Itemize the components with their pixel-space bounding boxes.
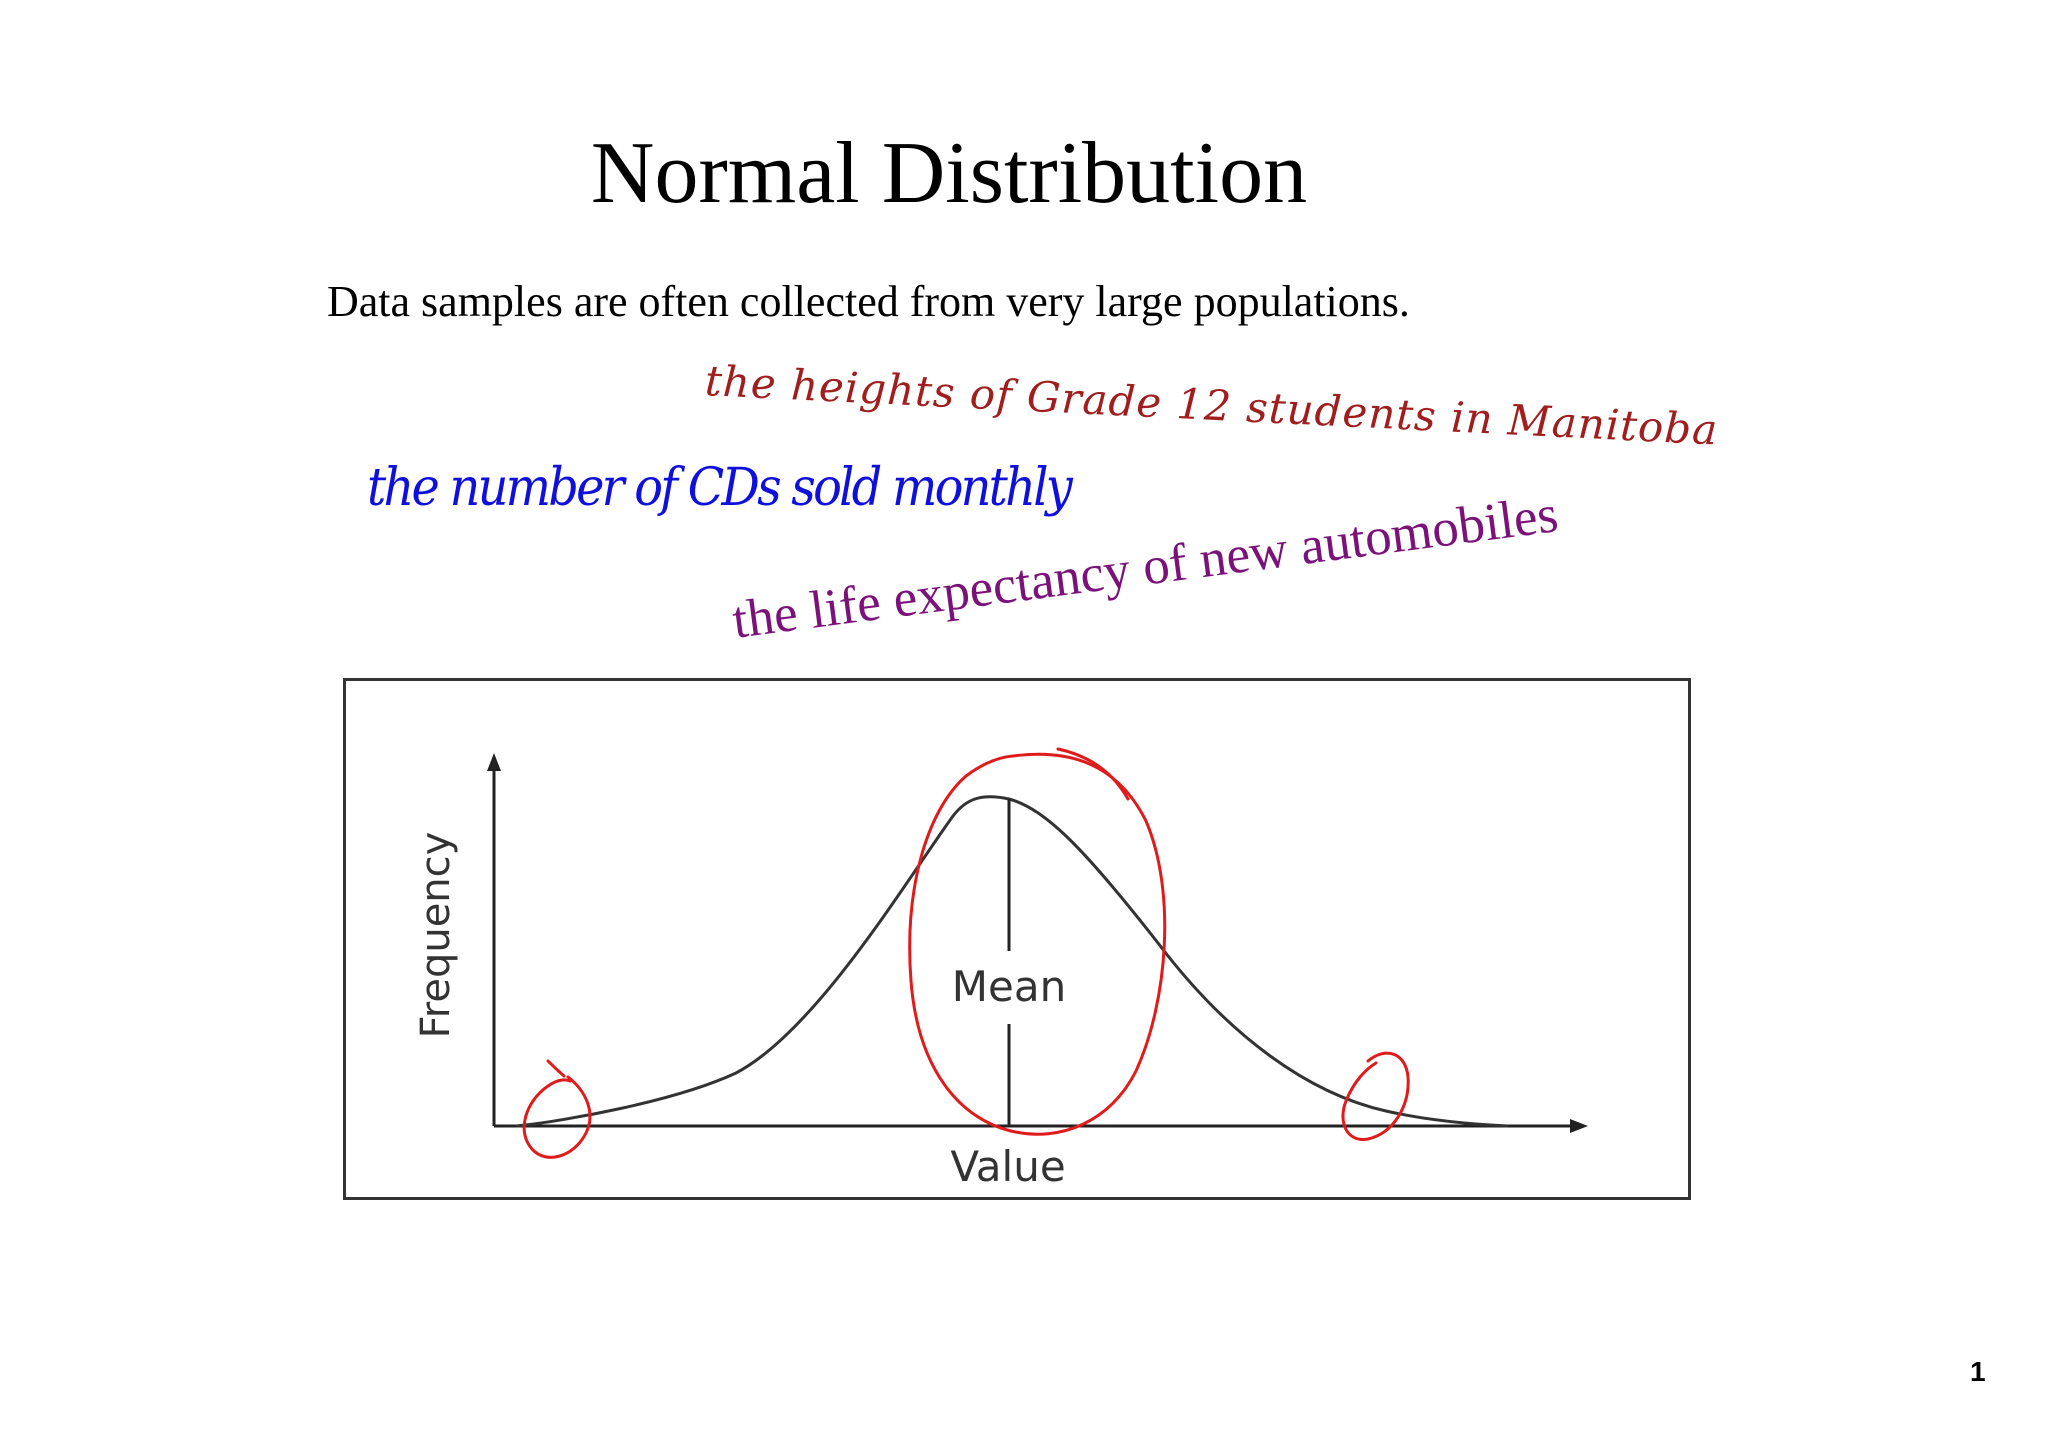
mean-circle — [908, 752, 1167, 1136]
mean-label: Mean — [952, 962, 1066, 1011]
bell-curve-diagram: Mean Value Frequency — [413, 747, 1588, 1191]
normal-distribution-figure: Mean Value Frequency — [343, 678, 1691, 1200]
annotation-heights: the heights of Grade 12 students in Mani… — [703, 356, 1720, 455]
handwritten-ink — [522, 747, 1410, 1159]
page-title: Normal Distribution — [590, 125, 1308, 222]
annotation-cds: the number of CDs sold monthly — [367, 458, 1073, 518]
left-tail-circle — [522, 1075, 592, 1159]
y-axis-arrow — [487, 753, 501, 771]
page-number: 1 — [1970, 1356, 1986, 1387]
right-tail-circle — [1341, 1051, 1410, 1141]
y-axis-label: Frequency — [413, 832, 459, 1039]
intro-text: Data samples are often collected from ve… — [327, 277, 1410, 326]
x-axis-arrow — [1570, 1119, 1588, 1133]
left-tail-circle-stroke — [546, 1059, 566, 1078]
mean-circle-tail — [1056, 747, 1130, 801]
x-axis-label: Value — [950, 1142, 1065, 1191]
